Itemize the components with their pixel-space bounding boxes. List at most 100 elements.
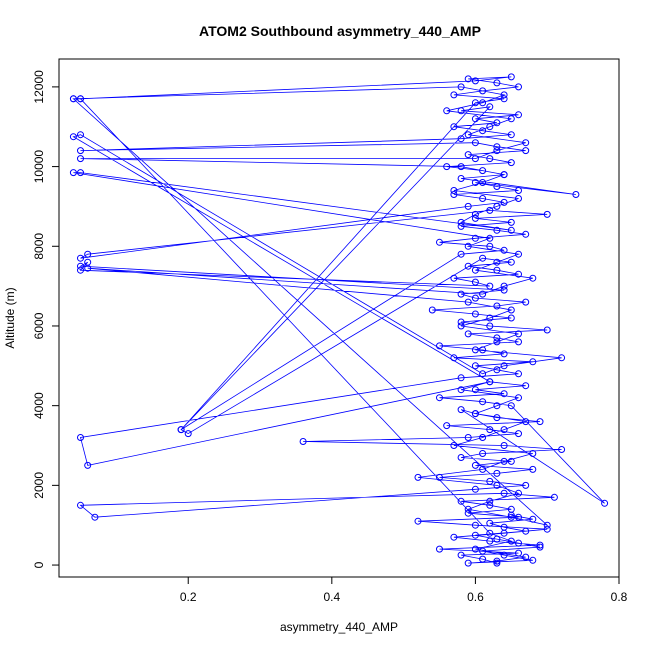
data-point bbox=[299, 438, 307, 445]
data-point bbox=[450, 442, 458, 449]
data-point bbox=[515, 111, 522, 119]
data-point bbox=[529, 515, 537, 523]
data-point bbox=[500, 350, 508, 358]
data-point bbox=[450, 123, 458, 131]
data-point bbox=[457, 374, 465, 382]
data-point bbox=[522, 139, 530, 147]
data-point bbox=[464, 131, 472, 139]
data-point bbox=[493, 226, 501, 234]
data-point bbox=[69, 133, 77, 141]
data-point bbox=[493, 535, 501, 543]
data-point bbox=[515, 270, 522, 278]
data-point bbox=[457, 175, 465, 182]
data-point bbox=[500, 286, 508, 294]
plot-area bbox=[69, 73, 609, 567]
data-point bbox=[436, 394, 443, 402]
data-point bbox=[479, 290, 487, 298]
data-point bbox=[471, 310, 479, 318]
data-point bbox=[529, 450, 537, 457]
data-point bbox=[515, 338, 522, 346]
data-point bbox=[457, 222, 465, 230]
data-point bbox=[522, 418, 530, 426]
data-point bbox=[493, 266, 501, 274]
data-point bbox=[500, 426, 508, 434]
data-point bbox=[69, 169, 77, 177]
data-point bbox=[493, 183, 501, 190]
data-point bbox=[529, 465, 537, 473]
data-point bbox=[543, 525, 551, 533]
data-point bbox=[77, 95, 84, 103]
data-point bbox=[522, 147, 530, 155]
data-point bbox=[464, 434, 472, 441]
data-point bbox=[493, 143, 501, 151]
data-point bbox=[471, 386, 479, 394]
data-point bbox=[77, 169, 84, 177]
data-point bbox=[479, 398, 487, 406]
x-tick-label: 0.6 bbox=[467, 590, 484, 604]
data-point bbox=[450, 533, 458, 541]
data-point bbox=[493, 402, 501, 410]
data-point bbox=[500, 362, 508, 370]
data-point bbox=[522, 553, 530, 561]
data-point bbox=[500, 95, 508, 103]
data-point bbox=[464, 330, 472, 338]
data-point bbox=[457, 551, 465, 559]
data-point bbox=[536, 541, 544, 549]
data-point bbox=[443, 107, 451, 115]
data-point bbox=[91, 513, 99, 521]
data-point bbox=[515, 549, 522, 557]
data-point bbox=[522, 481, 530, 489]
y-axis: 0 2000 4000 6000 8000 10000 12000 bbox=[32, 70, 60, 568]
data-point bbox=[457, 218, 465, 226]
data-point bbox=[471, 99, 479, 107]
data-point bbox=[507, 457, 515, 465]
data-point bbox=[500, 198, 508, 206]
data-point bbox=[471, 266, 479, 274]
data-point bbox=[486, 322, 494, 330]
y-tick-label: 4000 bbox=[32, 392, 46, 419]
data-point bbox=[457, 135, 465, 143]
data-point bbox=[471, 155, 479, 163]
data-point bbox=[479, 434, 487, 441]
data-point bbox=[536, 543, 544, 551]
data-point bbox=[450, 187, 458, 194]
y-tick-label: 8000 bbox=[32, 233, 46, 260]
data-point bbox=[515, 250, 522, 258]
data-point bbox=[515, 83, 522, 91]
data-point bbox=[479, 179, 487, 186]
data-point bbox=[414, 473, 422, 481]
data-point bbox=[507, 306, 515, 314]
data-point bbox=[493, 338, 501, 346]
data-point bbox=[84, 264, 92, 272]
data-point bbox=[536, 418, 544, 426]
data-point bbox=[507, 73, 515, 81]
data-point bbox=[486, 537, 494, 545]
data-point bbox=[572, 191, 580, 198]
series-line bbox=[72, 76, 605, 564]
data-point bbox=[507, 314, 515, 322]
data-point bbox=[500, 91, 508, 99]
data-point bbox=[77, 155, 84, 163]
x-axis-label: asymmetry_440_AMP bbox=[280, 620, 398, 634]
data-point bbox=[479, 547, 487, 555]
data-point bbox=[479, 195, 487, 202]
data-point bbox=[493, 334, 501, 342]
data-point bbox=[436, 342, 443, 350]
data-point bbox=[500, 246, 508, 254]
data-point bbox=[436, 473, 443, 481]
data-point bbox=[77, 262, 84, 270]
data-point bbox=[500, 489, 508, 497]
data-point bbox=[515, 370, 522, 378]
data-point bbox=[486, 529, 494, 537]
data-point bbox=[486, 155, 494, 163]
x-tick-label: 0.8 bbox=[611, 590, 628, 604]
data-point bbox=[515, 187, 522, 194]
data-point bbox=[500, 442, 508, 449]
y-tick-label: 0 bbox=[32, 561, 46, 568]
data-point bbox=[479, 99, 487, 107]
data-point bbox=[543, 326, 551, 334]
data-point bbox=[507, 258, 515, 266]
data-point bbox=[457, 406, 465, 414]
data-point bbox=[486, 242, 494, 250]
data-point bbox=[543, 210, 551, 218]
